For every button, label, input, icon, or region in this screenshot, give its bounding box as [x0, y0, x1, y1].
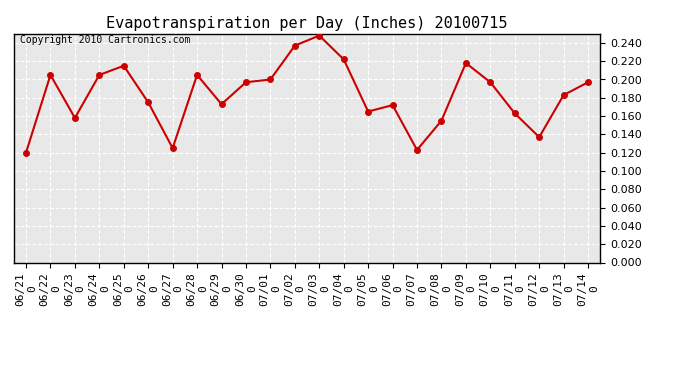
Title: Evapotranspiration per Day (Inches) 20100715: Evapotranspiration per Day (Inches) 2010…: [106, 16, 508, 31]
Text: Copyright 2010 Cartronics.com: Copyright 2010 Cartronics.com: [19, 35, 190, 45]
